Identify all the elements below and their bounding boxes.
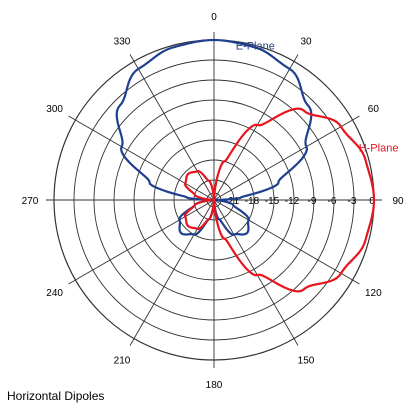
radial-tick-label: -3 bbox=[348, 196, 357, 207]
angle-tick-labels: 0 30 60 90 120 150 180 210 240 270 300 330 bbox=[22, 12, 404, 391]
angle-tick-label: 90 bbox=[392, 196, 404, 207]
grid-spoke bbox=[129, 54, 215, 201]
radial-tick-label: -9 bbox=[308, 196, 317, 207]
grid-spoke bbox=[213, 54, 299, 201]
grid-spoke bbox=[213, 199, 360, 285]
angle-tick-label: 60 bbox=[368, 104, 380, 115]
legend-label-e-plane: E-Plane bbox=[236, 41, 275, 53]
angle-tick-label: 330 bbox=[114, 37, 131, 48]
angle-tick-label: 120 bbox=[365, 288, 382, 299]
grid-spoke bbox=[129, 199, 215, 346]
grid-spoke bbox=[213, 115, 360, 201]
radial-tick-labels: -21 -18 -15 -12 -9 -6 -3 0 bbox=[225, 196, 375, 207]
radial-tick-label: -21 bbox=[225, 196, 240, 207]
legend-label-h-plane: H-Plane bbox=[359, 142, 399, 154]
radial-tick-label: -12 bbox=[285, 196, 300, 207]
angle-tick-label: 210 bbox=[114, 355, 131, 366]
angle-tick-label: 150 bbox=[298, 355, 315, 366]
angle-tick-label: 300 bbox=[46, 104, 63, 115]
grid-spoke bbox=[68, 115, 215, 201]
grid-spoke bbox=[213, 199, 299, 346]
series-line-h-plane bbox=[183, 107, 376, 293]
angle-tick-label: 180 bbox=[206, 380, 223, 391]
legend-labels: E-Plane H-Plane bbox=[236, 41, 399, 155]
radial-tick-label: -6 bbox=[328, 196, 337, 207]
chart-caption: Horizontal Dipoles bbox=[7, 389, 105, 403]
radial-tick-label: -15 bbox=[265, 196, 280, 207]
angle-tick-label: 30 bbox=[300, 37, 312, 48]
angle-tick-label: 240 bbox=[46, 288, 63, 299]
angle-tick-label: 270 bbox=[22, 196, 39, 207]
series-lines bbox=[115, 38, 376, 293]
grid-spoke bbox=[68, 199, 215, 285]
angle-tick-label: 0 bbox=[211, 12, 217, 23]
radial-tick-label: 0 bbox=[369, 196, 375, 207]
radial-tick-label: -18 bbox=[245, 196, 260, 207]
